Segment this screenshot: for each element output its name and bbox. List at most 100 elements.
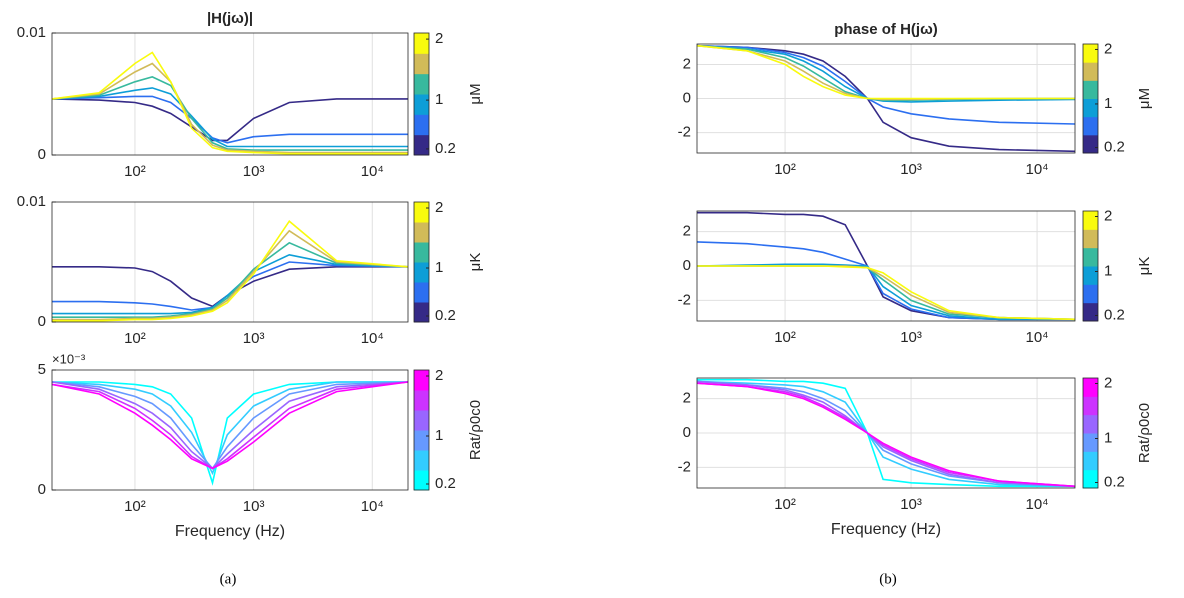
- y-tick-label: 0: [683, 424, 691, 441]
- curve: [696, 263, 1075, 321]
- colorbar-box: [413, 369, 430, 491]
- y-tick-label: -2: [678, 291, 691, 308]
- axes-box: [51, 32, 409, 156]
- colorbar-tick-label: 1: [1104, 262, 1112, 279]
- colorbar-tick-label: 2: [1104, 40, 1112, 57]
- curve: [696, 44, 1075, 100]
- colorbar-tick-label: 0.2: [435, 140, 456, 157]
- colorbar-band: [414, 302, 429, 323]
- colorbar-band: [1083, 229, 1098, 249]
- curve: [52, 381, 408, 486]
- x-tick-label: 10²: [774, 329, 796, 346]
- curve: [696, 380, 1076, 488]
- colorbar-band: [1083, 414, 1098, 434]
- colorbar-tick-label: 1: [1104, 95, 1112, 112]
- plot-title: phase of H(jω): [834, 21, 938, 38]
- colorbar-band: [1083, 396, 1098, 416]
- y-tick-label: 0.01: [17, 193, 46, 210]
- curve: [697, 378, 1075, 488]
- colorbar-tick-label: 1: [435, 427, 443, 444]
- colorbar-band: [1083, 451, 1098, 471]
- y-tick-label: -2: [678, 458, 691, 475]
- x-tick-label: 10⁴: [1025, 329, 1048, 346]
- x-tick-label: 10²: [124, 163, 146, 180]
- axes-box: [51, 201, 409, 323]
- y-tick-label: 0: [38, 313, 46, 330]
- curve: [52, 229, 409, 321]
- axes-box: [51, 369, 409, 491]
- curve: [52, 220, 409, 322]
- x-tick-label: 10⁴: [361, 330, 384, 347]
- x-tick-label: 10²: [124, 498, 146, 515]
- colorbar-band: [1083, 80, 1098, 99]
- colorbar-tick-label: 0.2: [435, 475, 456, 492]
- curve: [51, 381, 409, 470]
- colorbar-band: [414, 242, 429, 263]
- colorbar-band: [414, 202, 429, 223]
- x-tick-label: 10⁴: [1025, 496, 1048, 513]
- curve: [51, 381, 409, 470]
- colorbar-tick-label: 1: [1104, 429, 1112, 446]
- colorbar-label: μK: [467, 253, 484, 272]
- colorbar-band: [414, 73, 429, 95]
- y-tick-label: 0: [683, 89, 691, 106]
- curve: [696, 382, 1076, 488]
- x-tick-label: 10³: [243, 163, 265, 180]
- x-tick-label: 10⁴: [361, 498, 384, 515]
- caption: (b): [879, 571, 897, 587]
- y-tick-label: 2: [683, 390, 691, 407]
- colorbar-band: [414, 470, 429, 491]
- curve: [696, 241, 1075, 321]
- colorbar-band: [1083, 116, 1098, 136]
- colorbar-tick-label: 1: [435, 259, 443, 276]
- colorbar-band: [1083, 134, 1098, 154]
- x-tick-label: 10⁴: [1025, 161, 1048, 178]
- y-tick-label: 0: [38, 146, 46, 163]
- y-tick-label: 0: [683, 257, 691, 274]
- colorbar-band: [1083, 433, 1098, 452]
- curve: [697, 265, 1076, 321]
- colorbar-band: [414, 450, 429, 471]
- curve: [51, 381, 409, 470]
- y-tick-label: 2: [683, 55, 691, 72]
- colorbar-band: [1083, 211, 1098, 230]
- colorbar-box: [1082, 210, 1099, 322]
- x-axis-label: Frequency (Hz): [175, 523, 285, 540]
- colorbar-band: [414, 114, 429, 136]
- colorbar-band: [414, 134, 429, 156]
- colorbar-tick-label: 2: [435, 30, 443, 47]
- curve: [51, 51, 408, 155]
- colorbar-band: [1083, 469, 1098, 489]
- curve: [51, 87, 408, 148]
- x-tick-label: 10²: [774, 161, 796, 178]
- axis-multiplier: ×10⁻³: [52, 351, 86, 366]
- colorbar-band: [1083, 266, 1098, 285]
- x-tick-label: 10⁴: [361, 163, 384, 180]
- colorbar-band: [414, 282, 429, 303]
- curve: [696, 44, 1076, 103]
- colorbar-tick-label: 2: [435, 199, 443, 216]
- colorbar-box: [413, 201, 430, 323]
- curve: [52, 261, 409, 311]
- y-tick-label: -2: [678, 124, 691, 141]
- curve: [51, 76, 408, 151]
- curve: [696, 44, 1076, 153]
- curve: [696, 380, 1076, 488]
- y-tick-label: 5: [38, 361, 46, 378]
- curve: [51, 62, 408, 154]
- colorbar-box: [1082, 43, 1099, 154]
- x-tick-label: 10³: [900, 329, 922, 346]
- colorbar-band: [1083, 302, 1098, 322]
- colorbar-label: Rat/ρ0c0: [467, 400, 484, 460]
- y-tick-label: 0: [38, 481, 46, 498]
- x-axis-label: Frequency (Hz): [831, 521, 941, 538]
- axes-box: [696, 210, 1076, 322]
- colorbar-box: [413, 32, 430, 156]
- colorbar-label: μM: [467, 83, 484, 104]
- colorbar-band: [414, 94, 429, 115]
- colorbar-tick-label: 2: [1104, 374, 1112, 391]
- curve: [52, 241, 409, 319]
- colorbar-band: [414, 53, 429, 75]
- x-tick-label: 10²: [774, 496, 796, 513]
- colorbar-band: [1083, 98, 1098, 118]
